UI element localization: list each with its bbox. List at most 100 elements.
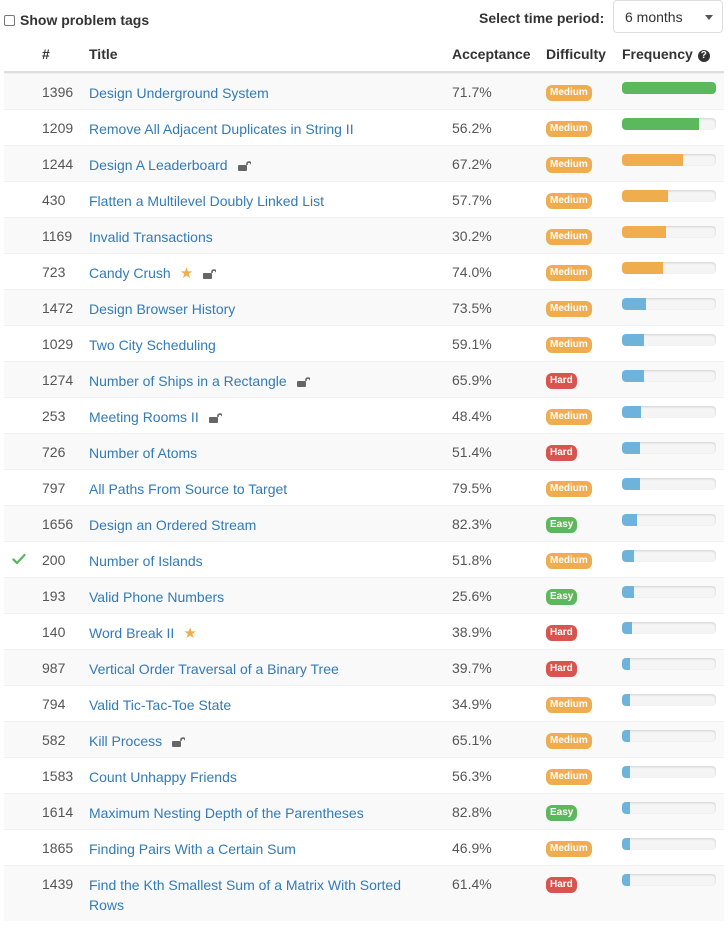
problem-title-link[interactable]: Meeting Rooms II — [89, 409, 199, 425]
difficulty-badge: Hard — [546, 877, 577, 893]
time-period-select[interactable]: 6 months — [613, 0, 723, 33]
frequency-bar[interactable] — [622, 550, 716, 562]
title-cell: Meeting Rooms II — [89, 407, 434, 427]
frequency-bar-fill — [622, 82, 716, 94]
problem-title-link[interactable]: Remove All Adjacent Duplicates in String… — [89, 121, 354, 137]
table-row: 794 Valid Tic-Tac-Toe State 34.9% Medium — [4, 685, 724, 721]
title-cell: Vertical Order Traversal of a Binary Tre… — [89, 659, 434, 679]
header-acceptance[interactable]: Acceptance — [452, 46, 531, 62]
acceptance-rate: 51.8% — [452, 552, 492, 568]
frequency-bar[interactable] — [622, 154, 716, 166]
table-row: 797 All Paths From Source to Target 79.5% M… — [4, 469, 724, 505]
problem-title-link[interactable]: Kill Process — [89, 733, 163, 749]
problem-title-link[interactable]: Finding Pairs With a Certain Sum — [89, 841, 296, 857]
frequency-bar[interactable] — [622, 514, 716, 526]
problem-title-link[interactable]: Vertical Order Traversal of a Binary Tre… — [89, 661, 339, 677]
frequency-bar[interactable] — [622, 730, 716, 742]
frequency-bar[interactable] — [622, 478, 716, 490]
acceptance-rate: 56.3% — [452, 768, 492, 784]
problem-title-link[interactable]: Number of Ships in a Rectangle — [89, 373, 287, 389]
frequency-bar[interactable] — [622, 874, 716, 886]
difficulty-badge: Hard — [546, 445, 577, 461]
table-header: # Title Acceptance Difficulty Frequency? — [4, 37, 724, 73]
problem-number: 140 — [42, 624, 66, 640]
table-row: 193 Valid Phone Numbers 25.6% Easy — [4, 577, 724, 613]
time-period-label: Select time period: — [479, 10, 605, 26]
problem-title-link[interactable]: Maximum Nesting Depth of the Parentheses — [89, 805, 364, 821]
problem-title-link[interactable]: Design an Ordered Stream — [89, 517, 257, 533]
problem-title-link[interactable]: Candy Crush — [89, 265, 171, 281]
show-tags-checkbox[interactable] — [4, 14, 15, 26]
table-row: 140 Word Break II ★ 38.9% Hard — [4, 613, 724, 649]
acceptance-rate: 79.5% — [452, 480, 492, 496]
problem-number: 193 — [42, 588, 66, 604]
title-cell: Remove All Adjacent Duplicates in String… — [89, 119, 434, 139]
problem-number: 1614 — [42, 804, 74, 820]
time-period-value[interactable]: 6 months — [625, 9, 683, 25]
frequency-bar[interactable] — [622, 190, 716, 202]
header-difficulty[interactable]: Difficulty — [546, 46, 606, 62]
acceptance-rate: 56.2% — [452, 120, 492, 136]
header-number[interactable]: # — [42, 46, 50, 62]
difficulty-badge: Medium — [546, 157, 592, 173]
difficulty-badge: Hard — [546, 661, 577, 677]
frequency-bar[interactable] — [622, 442, 716, 454]
frequency-bar[interactable] — [622, 766, 716, 778]
problem-title-link[interactable]: Flatten a Multilevel Doubly Linked List — [89, 193, 325, 209]
help-icon[interactable]: ? — [697, 50, 710, 62]
frequency-bar[interactable] — [622, 694, 716, 706]
header-frequency[interactable]: Frequency? — [622, 46, 710, 62]
frequency-bar-fill — [622, 334, 644, 346]
difficulty-badge: Medium — [546, 121, 592, 137]
frequency-bar[interactable] — [622, 658, 716, 670]
problem-title-link[interactable]: Valid Tic-Tac-Toe State — [89, 697, 232, 713]
frequency-bar-fill — [622, 370, 644, 382]
problem-title-link[interactable]: Invalid Transactions — [89, 229, 213, 245]
frequency-bar[interactable] — [622, 838, 716, 850]
problem-title-link[interactable]: Valid Phone Numbers — [89, 589, 225, 605]
problem-title-link[interactable]: Design A Leaderboard — [89, 157, 228, 173]
frequency-bar-fill — [622, 838, 630, 850]
difficulty-badge: Medium — [546, 769, 592, 785]
frequency-bar[interactable] — [622, 262, 716, 274]
problem-title-link[interactable]: Word Break II — [89, 625, 175, 641]
problem-title-link[interactable]: Number of Islands — [89, 553, 203, 569]
frequency-bar[interactable] — [622, 370, 716, 382]
header-frequency-label[interactable]: Frequency — [622, 46, 693, 62]
frequency-bar[interactable] — [622, 226, 716, 238]
difficulty-badge: Easy — [546, 589, 578, 605]
problem-title-link[interactable]: All Paths From Source to Target — [89, 481, 288, 497]
difficulty-badge: Medium — [546, 193, 592, 209]
frequency-bar[interactable] — [622, 82, 716, 94]
frequency-bar[interactable] — [622, 334, 716, 346]
acceptance-rate: 65.9% — [452, 372, 492, 388]
problem-title-link[interactable]: Two City Scheduling — [89, 337, 216, 353]
problem-table: 1396 Design Underground System 71.7% Medium… — [4, 73, 724, 921]
frequency-bar-fill — [622, 190, 669, 202]
frequency-bar[interactable] — [622, 118, 716, 130]
difficulty-badge: Medium — [546, 733, 592, 749]
problem-number: 1274 — [42, 372, 74, 388]
frequency-bar[interactable] — [622, 622, 716, 634]
problem-title-link[interactable]: Count Unhappy Friends — [89, 769, 237, 785]
title-cell: Finding Pairs With a Certain Sum — [89, 839, 434, 859]
problem-number: 1656 — [42, 516, 74, 532]
frequency-bar[interactable] — [622, 406, 716, 418]
problem-number: 1865 — [42, 840, 74, 856]
title-cell: Candy Crush ★ — [89, 263, 434, 284]
show-tags-toggle[interactable]: Show problem tags — [4, 12, 149, 28]
problem-title-link[interactable]: Design Browser History — [89, 301, 236, 317]
frequency-bar[interactable] — [622, 586, 716, 598]
chevron-down-icon[interactable] — [705, 15, 713, 20]
title-cell: Design Underground System — [89, 83, 434, 103]
frequency-bar[interactable] — [622, 802, 716, 814]
header-title[interactable]: Title — [89, 46, 118, 62]
problem-title-link[interactable]: Number of Atoms — [89, 445, 198, 461]
problem-number: 1169 — [42, 228, 73, 244]
lock-icon — [203, 264, 217, 279]
problem-title-link[interactable]: Find the Kth Smallest Sum of a Matrix Wi… — [89, 877, 402, 913]
show-tags-label[interactable]: Show problem tags — [20, 12, 150, 28]
frequency-bar[interactable] — [622, 298, 716, 310]
problem-title-link[interactable]: Design Underground System — [89, 85, 269, 101]
problem-number: 1583 — [42, 768, 74, 784]
